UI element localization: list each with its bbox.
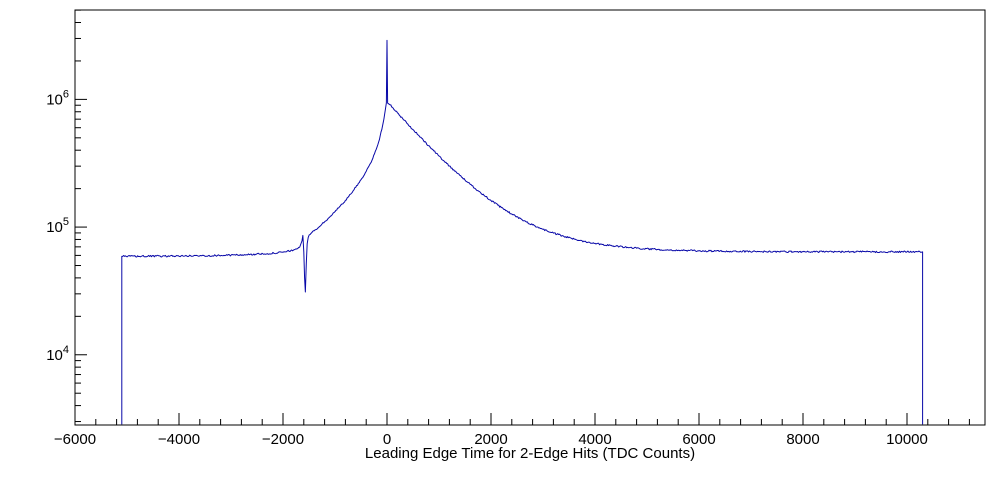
label-layer: −6000 −4000 −2000 0 2000 4000 6000 8000 10000 104… [46, 88, 928, 448]
series-layer [121, 39, 924, 425]
x-tick-label: 4000 [578, 431, 611, 448]
x-tick-label: −2000 [262, 431, 304, 448]
x-tick-label: 0 [383, 431, 391, 448]
x-tick-label: −6000 [54, 431, 96, 448]
y-tick-label: 104 [46, 344, 69, 364]
x-tick-label: −4000 [158, 431, 200, 448]
y-tick-label: 106 [46, 88, 69, 108]
tick-layer [74, 9, 970, 425]
histogram-line [121, 39, 924, 425]
x-axis-title: Leading Edge Time for 2-Edge Hits (TDC C… [365, 445, 695, 462]
x-tick-label: 2000 [474, 431, 507, 448]
y-tick-label: 105 [46, 216, 69, 236]
x-tick-label: 6000 [682, 431, 715, 448]
plot-frame [74, 9, 986, 426]
x-tick-label: 10000 [886, 431, 928, 448]
x-tick-label: 8000 [786, 431, 819, 448]
